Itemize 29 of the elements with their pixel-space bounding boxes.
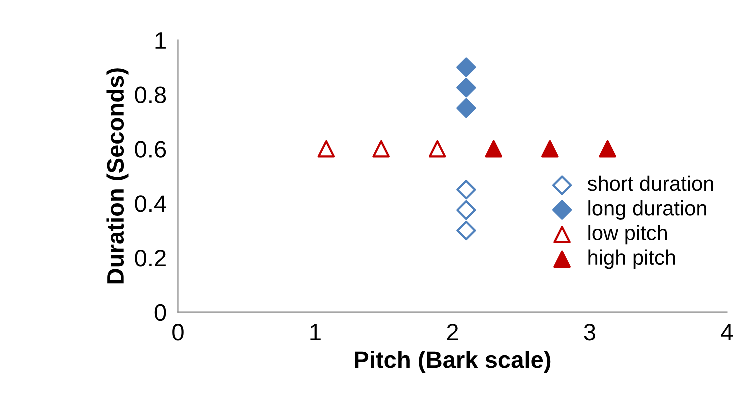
legend-label: high pitch (588, 250, 676, 270)
point (456, 58, 476, 78)
point (428, 140, 446, 158)
point (456, 200, 476, 220)
point (372, 140, 390, 158)
point (599, 140, 616, 158)
y-tick-label: 0.2 (135, 250, 166, 267)
point (456, 78, 476, 98)
legend-label: low pitch (588, 225, 668, 245)
y-tick-label: 1 (156, 32, 166, 49)
point (456, 220, 476, 241)
x-axis-title: Pitch (Bark scale) (355, 351, 551, 374)
legend-label: short duration (588, 176, 714, 192)
x-tick-label: 4 (721, 324, 734, 341)
x-tick-label: 3 (584, 324, 596, 341)
x-tick-label: 0 (172, 324, 184, 341)
legend-label: long duration (588, 200, 706, 220)
x-tick-label: 2 (447, 324, 458, 341)
point (485, 140, 503, 158)
y-tick-label: 0.8 (135, 86, 166, 104)
y-tick-label: 0 (154, 304, 166, 322)
y-tick-label: 0.6 (135, 141, 166, 158)
point (541, 140, 559, 158)
point (456, 98, 476, 118)
point (456, 180, 476, 200)
x-tick-label: 1 (310, 324, 321, 341)
y-axis-title: Duration (Seconds) (106, 68, 129, 284)
y-tick-label: 0.4 (135, 196, 166, 212)
point (318, 140, 336, 158)
